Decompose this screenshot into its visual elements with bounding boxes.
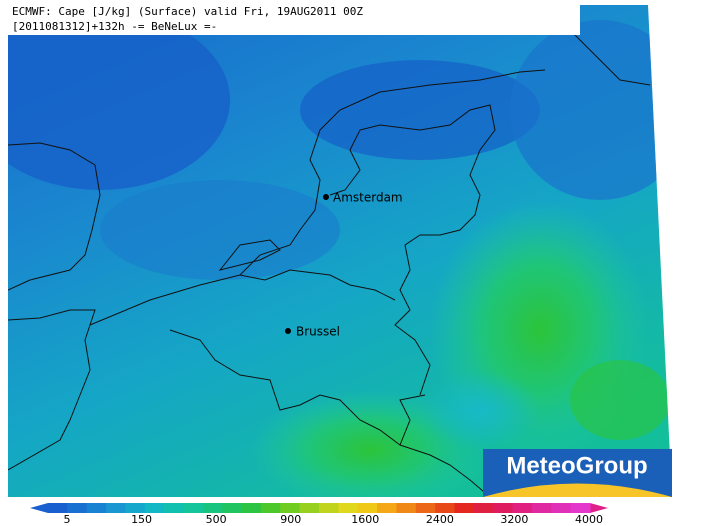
colorbar-segment [144, 503, 165, 513]
colorbar-segment [260, 503, 281, 513]
colorbar-segment [357, 503, 378, 513]
colorbar-segment [222, 503, 243, 513]
colorbar-segment [570, 503, 591, 513]
colorbar-segment [338, 503, 359, 513]
colorbar-segment [164, 503, 184, 513]
colorbar-segment [86, 503, 107, 513]
colorbar-label: 500 [206, 513, 227, 526]
borders [8, 19, 651, 497]
colorbar-segment [67, 503, 88, 513]
colorbar-segment [396, 503, 417, 513]
colorbar-segment [493, 503, 514, 513]
colorbar-segment [473, 503, 494, 513]
colorbar-segment [183, 503, 204, 513]
colorbar-label: 900 [280, 513, 301, 526]
city-dot [323, 194, 329, 200]
colorbar-segment [280, 503, 301, 513]
header-line-2: [2011081312]+132h -= BeNeLux =- [12, 20, 217, 33]
colorbar-segment [48, 503, 68, 513]
colorbar-segment [377, 503, 397, 513]
colorbar-segment [241, 503, 262, 513]
colorbar-segment [202, 503, 223, 513]
city-dot [285, 328, 291, 334]
colorbar-label: 1600 [351, 513, 379, 526]
colorbar-label: 3200 [500, 513, 528, 526]
colorbar-segment [454, 503, 475, 513]
colorbar-label: 2400 [426, 513, 454, 526]
header-box [8, 5, 580, 35]
colorbar [30, 503, 608, 513]
colorbar-segment [551, 503, 572, 513]
colorbar-segment [319, 503, 339, 513]
colorbar-segment [415, 503, 436, 513]
field [8, 5, 672, 497]
colorbar-label: 150 [131, 513, 152, 526]
colorbar-segment [435, 503, 455, 513]
colorbar-label: 4000 [575, 513, 603, 526]
colorbar-label: 5 [64, 513, 71, 526]
colorbar-segment [512, 503, 533, 513]
logo-text: MeteoGroup [506, 452, 647, 479]
city-label: Brussel [296, 325, 340, 339]
colorbar-segment [106, 503, 126, 513]
colorbar-segment [531, 503, 552, 513]
colorbar-segment [125, 503, 146, 513]
header-line-1: ECMWF: Cape [J/kg] (Surface) valid Fri, … [12, 5, 363, 18]
colorbar-segment [299, 503, 320, 513]
logo: MeteoGroup [483, 449, 672, 497]
city-label: Amsterdam [333, 191, 403, 205]
